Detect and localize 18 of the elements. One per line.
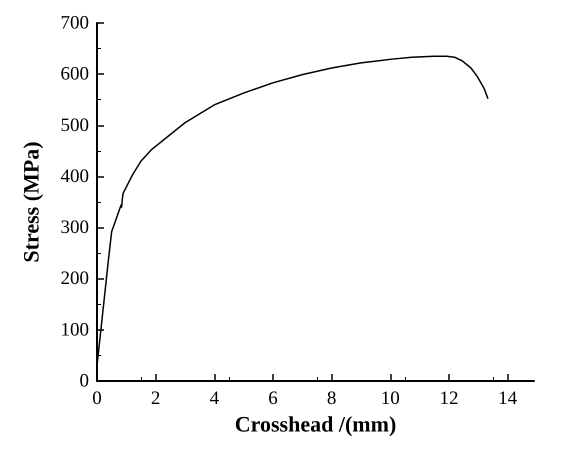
y-tick-label: 300 bbox=[60, 217, 89, 238]
y-tick-label: 200 bbox=[60, 268, 89, 290]
y-axis-title: Stress (MPa) bbox=[18, 141, 44, 263]
y-tick-label: 600 bbox=[60, 64, 89, 85]
y-tick-label: 400 bbox=[60, 166, 89, 187]
x-tick-label: 4 bbox=[210, 388, 220, 409]
y-tick-label: 700 bbox=[60, 12, 89, 34]
x-tick-label: 10 bbox=[380, 388, 400, 409]
y-tick-label: 100 bbox=[60, 319, 89, 340]
x-axis-title: Crosshead /(mm) bbox=[234, 411, 396, 436]
x-tick-label: 6 bbox=[268, 388, 278, 409]
x-tick-label: 2 bbox=[150, 388, 160, 409]
x-tick-label: 8 bbox=[326, 388, 336, 409]
y-tick-label: 500 bbox=[60, 114, 89, 136]
x-tick-label: 12 bbox=[439, 388, 458, 409]
x-tick-label: 14 bbox=[498, 388, 518, 409]
x-tick-label: 0 bbox=[92, 388, 102, 409]
y-tick-label: 0 bbox=[80, 370, 89, 392]
